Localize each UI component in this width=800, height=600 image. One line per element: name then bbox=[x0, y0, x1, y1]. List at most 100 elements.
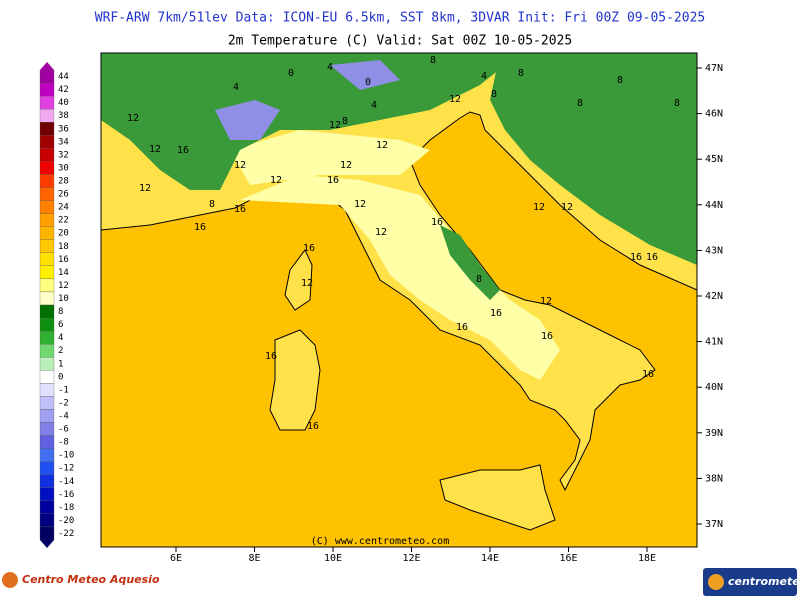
contour-label: 16 bbox=[234, 204, 246, 215]
colorbar-swatch bbox=[39, 357, 55, 371]
contour-label: 8 bbox=[430, 55, 436, 66]
colorbar-swatch bbox=[39, 226, 55, 240]
contour-label: 12 bbox=[561, 202, 573, 213]
contour-label: 8 bbox=[476, 274, 482, 285]
colorbar-label: -1 bbox=[58, 385, 69, 395]
colorbar-label: 36 bbox=[58, 124, 69, 134]
contour-label: 16 bbox=[194, 222, 206, 233]
colorbar-swatch bbox=[39, 330, 55, 345]
colorbar-label: -4 bbox=[58, 411, 69, 421]
lon-label: 16E bbox=[559, 553, 577, 564]
colorbar-label: 26 bbox=[58, 190, 69, 200]
colorbar-swatch bbox=[39, 461, 55, 475]
colorbar-label: -18 bbox=[58, 503, 74, 513]
colorbar-label: 16 bbox=[58, 255, 69, 265]
contour-label: 16 bbox=[490, 308, 502, 319]
colorbar-label: 34 bbox=[58, 137, 69, 147]
colorbar-swatch bbox=[39, 474, 55, 488]
colorbar-swatch bbox=[39, 109, 55, 123]
colorbar-label: 20 bbox=[58, 229, 69, 239]
corsica bbox=[284, 249, 313, 311]
colorbar-label: -6 bbox=[58, 425, 69, 435]
contour-label: 12 bbox=[139, 183, 151, 194]
colorbar-label: -12 bbox=[58, 464, 74, 474]
contour-label: 8 bbox=[491, 89, 497, 100]
colorbar-label: 12 bbox=[58, 281, 69, 291]
colorbar-swatch bbox=[39, 265, 55, 280]
contour-label: 8 bbox=[577, 98, 583, 109]
colorbar-swatch bbox=[39, 448, 55, 462]
colorbar-label: -2 bbox=[58, 398, 69, 408]
colorbar-label: 30 bbox=[58, 163, 69, 173]
contour-label: 16 bbox=[327, 175, 339, 186]
contour-label: 0 bbox=[288, 68, 294, 79]
lat-label: 39N bbox=[705, 428, 723, 439]
colorbar-swatch bbox=[39, 435, 55, 449]
contour-label: 12 bbox=[375, 227, 387, 238]
contour-label: 12 bbox=[449, 94, 461, 105]
colorbar-label: -8 bbox=[58, 438, 69, 448]
contour-label: 12 bbox=[234, 160, 246, 171]
logo-text: centrometeo bbox=[728, 575, 800, 588]
cold-patch bbox=[215, 60, 400, 140]
lon-label: 6E bbox=[170, 553, 182, 564]
colorbar-label: -14 bbox=[58, 477, 74, 487]
lat-label: 45N bbox=[705, 154, 723, 165]
contour-label: 8 bbox=[518, 68, 524, 79]
colorbar-swatch bbox=[39, 82, 55, 97]
contour-label: 12 bbox=[329, 120, 341, 131]
colorbar-swatch bbox=[39, 239, 55, 253]
colorbar-label: 22 bbox=[58, 216, 69, 226]
contour-label: 0 bbox=[365, 77, 371, 88]
logo-box bbox=[703, 568, 797, 596]
contour-label: 4 bbox=[371, 100, 377, 111]
colorbar-label: -16 bbox=[58, 490, 74, 500]
logo-icon bbox=[2, 572, 18, 588]
colorbar-label: 4 bbox=[58, 333, 63, 343]
colorbar-swatch bbox=[39, 122, 55, 136]
colorbar-label: 28 bbox=[58, 176, 69, 186]
colorbar-label: -20 bbox=[58, 516, 74, 526]
colorbar-label: 14 bbox=[58, 268, 69, 278]
colorbar-swatch bbox=[39, 69, 55, 84]
colorbar-swatch bbox=[39, 422, 55, 436]
lon-label: 18E bbox=[638, 553, 656, 564]
contour-label: 12 bbox=[270, 175, 282, 186]
colorbar-label: 42 bbox=[58, 85, 69, 95]
contour-label: 12 bbox=[340, 160, 352, 171]
colorbar-label: -10 bbox=[58, 451, 74, 461]
lat-label: 38N bbox=[705, 473, 723, 484]
contour-label: 8 bbox=[209, 199, 215, 210]
logo-icon bbox=[708, 574, 724, 590]
lat-label: 44N bbox=[705, 200, 723, 211]
contour-label: 4 bbox=[481, 71, 487, 82]
cool-balkans bbox=[490, 53, 697, 265]
colorbar-label: 6 bbox=[58, 320, 63, 330]
colorbar-label: 40 bbox=[58, 98, 69, 108]
cool-apennines bbox=[440, 225, 500, 300]
colorbar-swatch bbox=[39, 161, 55, 175]
colorbar-swatch bbox=[39, 370, 55, 384]
contour-label: 16 bbox=[541, 331, 553, 342]
contour-label: 16 bbox=[456, 322, 468, 333]
lat-label: 46N bbox=[705, 109, 723, 120]
contour-label: 16 bbox=[265, 351, 277, 362]
colorbar-swatch bbox=[39, 200, 55, 214]
contour-label: 12 bbox=[376, 140, 388, 151]
colorbar-label: 8 bbox=[58, 307, 63, 317]
colorbar-swatch bbox=[39, 344, 55, 358]
cool-alps bbox=[101, 53, 520, 190]
colorbar-swatch bbox=[39, 487, 55, 501]
colorbar-swatch bbox=[39, 304, 55, 319]
lon-label: 8E bbox=[248, 553, 260, 564]
mild-area bbox=[230, 130, 560, 380]
contour-label: 12 bbox=[127, 113, 139, 124]
title: WRF-ARW 7km/51lev Data: ICON-EU 6.5km, S… bbox=[95, 11, 705, 26]
contour-label: 8 bbox=[342, 116, 348, 127]
colorbar-swatch bbox=[39, 213, 55, 227]
colorbar-label: 1 bbox=[58, 359, 63, 369]
logo-text: Centro Meteo Aquesio bbox=[22, 573, 160, 586]
colorbar-swatch bbox=[39, 278, 55, 293]
